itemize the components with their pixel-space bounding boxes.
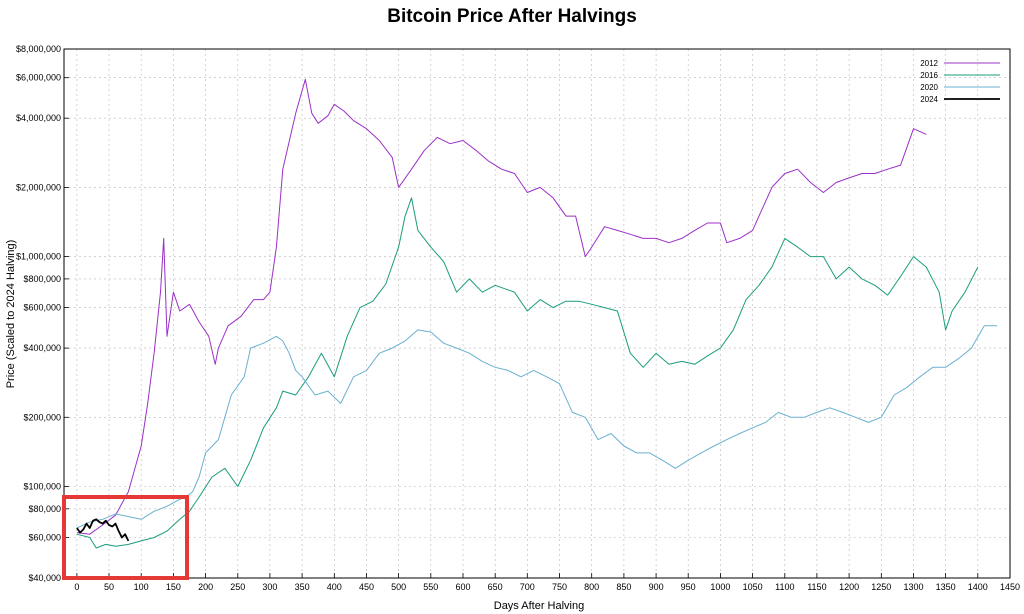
x-tick-label: 200 (198, 582, 213, 592)
x-tick-label: 950 (681, 582, 696, 592)
y-tick-label: $100,000 (23, 482, 61, 492)
x-tick-label: 1450 (1000, 582, 1020, 592)
y-axis-ticks: $40,000 $60,000 $80,000 $100,000 $200,000 $40… (16, 44, 69, 583)
grid-lines (64, 48, 1011, 579)
legend-label-2024: 2024 (920, 95, 938, 104)
y-tick-label: $8,000,000 (16, 44, 61, 54)
x-tick-label: 1400 (968, 582, 988, 592)
legend-label-2012: 2012 (920, 59, 938, 68)
y-tick-label: $60,000 (28, 533, 61, 543)
legend-label-2016: 2016 (920, 71, 938, 80)
y-tick-label: $80,000 (28, 504, 61, 514)
y-tick-label: $2,000,000 (16, 182, 61, 192)
series-line-2016 (76, 197, 979, 549)
x-axis-ticks: 0 50 100 150 200 250 300 350 400 450 500 550 600 650 7… (74, 573, 1020, 592)
x-tick-label: 650 (488, 582, 503, 592)
series-line-2020 (76, 325, 998, 529)
y-tick-label: $200,000 (23, 412, 61, 422)
x-tick-label: 550 (423, 582, 438, 592)
legend: 2012 2016 2020 2024 (920, 59, 1000, 104)
x-tick-label: 100 (134, 582, 149, 592)
legend-label-2020: 2020 (920, 83, 938, 92)
x-tick-label: 50 (104, 582, 114, 592)
y-tick-label: $1,000,000 (16, 252, 61, 262)
chart-title: Bitcoin Price After Halvings (387, 6, 637, 27)
x-tick-label: 700 (520, 582, 535, 592)
x-tick-label: 600 (455, 582, 470, 592)
x-tick-label: 1200 (839, 582, 859, 592)
y-axis-title: Price (Scaled to 2024 Halving) (5, 240, 17, 389)
x-axis-title: Days After Halving (494, 600, 584, 612)
series-line-2012 (76, 78, 927, 535)
x-tick-label: 1150 (807, 582, 826, 592)
x-tick-label: 1100 (775, 582, 794, 592)
y-tick-label: $4,000,000 (16, 113, 61, 123)
x-tick-label: 900 (649, 582, 664, 592)
x-tick-label: 1050 (743, 582, 763, 592)
x-tick-label: 1250 (871, 582, 891, 592)
y-tick-label: $600,000 (23, 303, 61, 313)
x-tick-label: 350 (295, 582, 310, 592)
x-tick-label: 0 (74, 582, 79, 592)
y-tick-label: $6,000,000 (16, 73, 61, 83)
x-tick-label: 300 (262, 582, 277, 592)
x-tick-label: 250 (230, 582, 245, 592)
x-tick-label: 450 (359, 582, 374, 592)
plot-frame (63, 48, 1011, 579)
x-tick-label: 800 (584, 582, 599, 592)
y-tick-label: $800,000 (23, 274, 61, 284)
x-tick-label: 150 (166, 582, 181, 592)
x-tick-label: 1000 (710, 582, 730, 592)
x-tick-label: 400 (327, 582, 342, 592)
series-line-2024 (76, 518, 130, 542)
x-tick-label: 1300 (903, 582, 923, 592)
x-tick-label: 1350 (936, 582, 956, 592)
highlight-box (62, 495, 189, 580)
x-tick-label: 850 (616, 582, 631, 592)
x-tick-label: 750 (552, 582, 567, 592)
y-tick-label: $40,000 (28, 573, 61, 583)
series-lines (76, 78, 998, 549)
x-tick-label: 500 (391, 582, 406, 592)
y-tick-label: $400,000 (23, 343, 61, 353)
